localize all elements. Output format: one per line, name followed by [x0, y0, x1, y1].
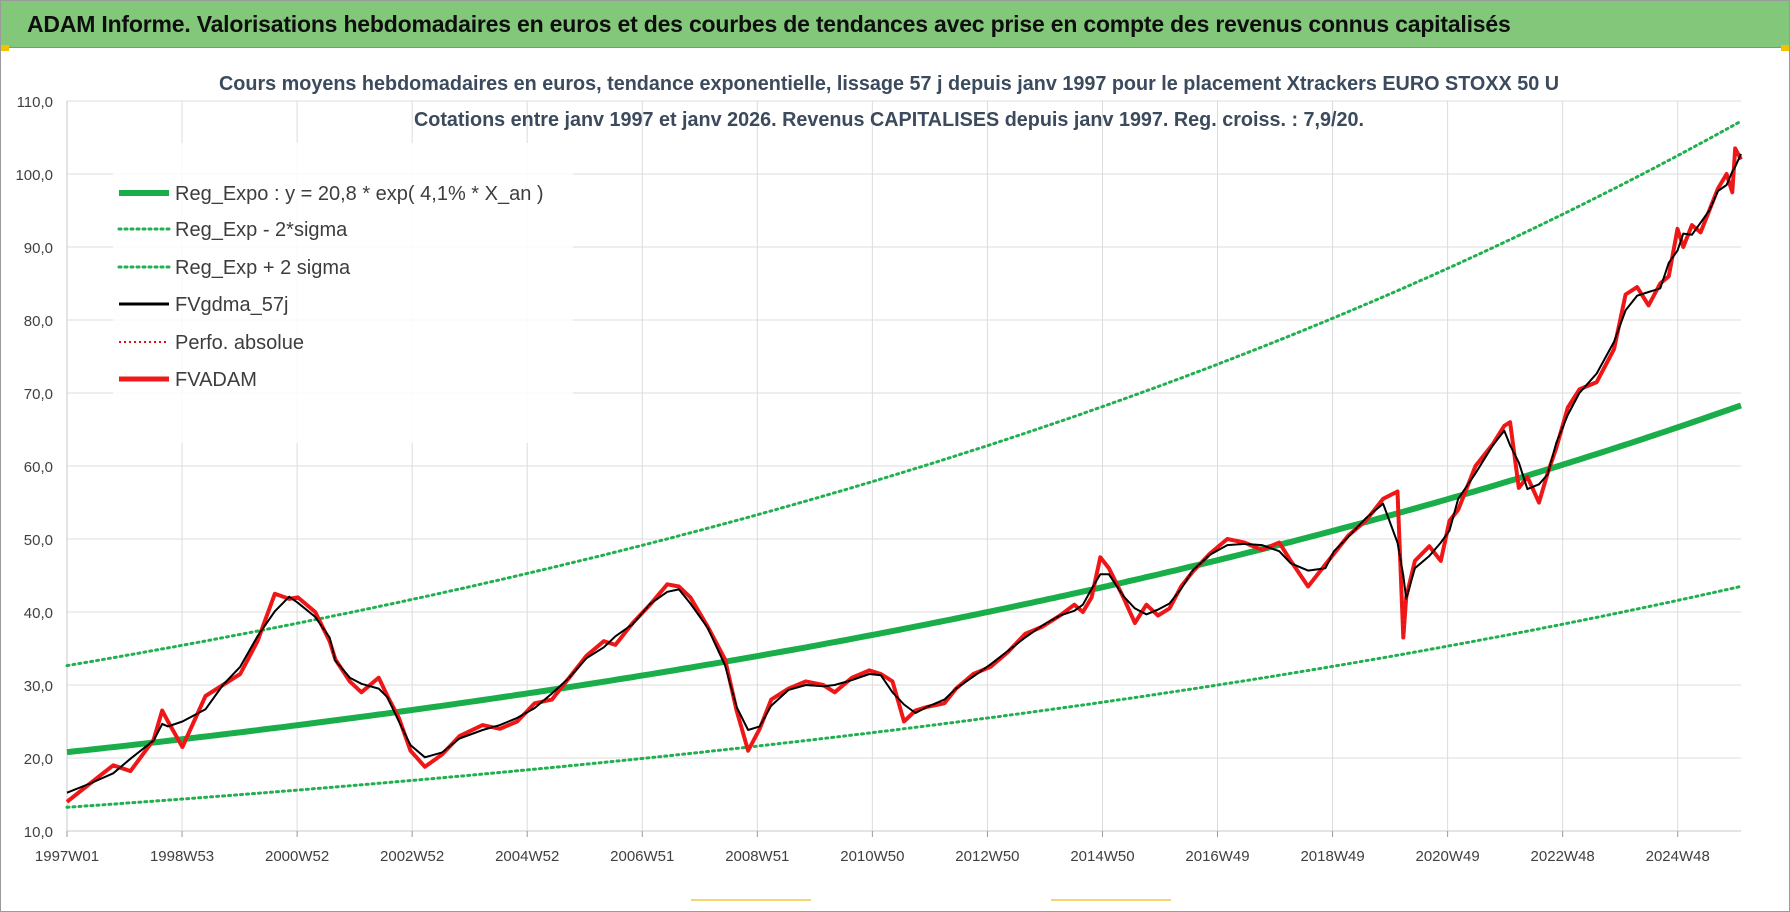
x-tick-label: 2018W49 — [1300, 848, 1364, 865]
series-line-reg-plus-2-sigma — [65, 119, 1743, 668]
x-tick-label: 2006W51 — [610, 848, 674, 865]
y-tick-label: 100,0 — [15, 167, 53, 184]
x-tick-label: 2002W52 — [380, 848, 444, 865]
x-tick-label: 2020W49 — [1416, 848, 1480, 865]
legend-label-plus-sigma: Reg_Exp + 2 sigma — [175, 257, 351, 279]
series-line-fvgdma-57j — [66, 153, 1742, 794]
x-tick-label: 2004W52 — [495, 848, 559, 865]
legend-label-perfo: Perfo. absolue — [175, 332, 304, 354]
corner-marker — [1, 45, 9, 51]
y-tick-label: 60,0 — [24, 459, 53, 476]
x-tick-label: 2022W48 — [1531, 848, 1595, 865]
x-tick-label: 2012W50 — [955, 848, 1019, 865]
y-tick-label: 10,0 — [24, 824, 53, 841]
series-line-reg-minus-2-sigma — [65, 584, 1743, 809]
report-title: ADAM Informe. Valorisations hebdomadaire… — [27, 11, 1511, 37]
legend-label-minus-sigma: Reg_Exp - 2*sigma — [175, 219, 348, 241]
x-tick-label: 2024W48 — [1646, 848, 1710, 865]
bottom-marker — [691, 899, 811, 901]
x-tick-label: 2014W50 — [1070, 848, 1134, 865]
legend-background — [113, 143, 573, 443]
y-tick-label: 90,0 — [24, 240, 53, 257]
legend-label-fvgdma: FVgdma_57j — [175, 294, 288, 316]
series-line-reg-expo — [66, 402, 1742, 756]
y-tick-label: 50,0 — [24, 532, 53, 549]
x-tick-label: 2010W50 — [840, 848, 904, 865]
chart-title-line-2: Cotations entre janv 1997 et janv 2026. … — [414, 109, 1364, 131]
y-axis-ticks: 10,0 20,0 30,0 40,0 50,0 60,0 70,0 80,0 90,0 100,… — [15, 94, 53, 841]
chart-title-line-1: Cours moyens hebdomadaires en euros, ten… — [219, 73, 1559, 95]
x-tick-label: 2016W49 — [1185, 848, 1249, 865]
y-tick-label: 70,0 — [24, 386, 53, 403]
x-tick-label: 2008W51 — [725, 848, 789, 865]
y-tick-label: 30,0 — [24, 678, 53, 695]
y-tick-label: 110,0 — [17, 94, 53, 111]
series-layer — [65, 119, 1743, 809]
x-tick-label: 1998W53 — [150, 848, 214, 865]
legend-label-fvadam: FVADAM — [175, 369, 257, 391]
y-tick-label: 80,0 — [24, 313, 53, 330]
y-tick-label: 40,0 — [24, 605, 53, 622]
bottom-marker — [1051, 899, 1171, 901]
trend-chart: 10,0 20,0 30,0 40,0 50,0 60,0 70,0 80,0 90,0 100,… — [15, 73, 1743, 865]
corner-marker — [1781, 45, 1789, 51]
y-tick-label: 20,0 — [24, 751, 53, 768]
x-tick-label: 1997W01 — [35, 848, 99, 865]
x-axis-ticks: 1997W01 1998W53 2000W52 2002W52 2004W52 2006W… — [35, 831, 1710, 865]
chart-legend: Reg_Expo : y = 20,8 * exp( 4,1% * X_an )… — [113, 143, 573, 443]
x-tick-label: 2000W52 — [265, 848, 329, 865]
legend-label-reg-expo: Reg_Expo : y = 20,8 * exp( 4,1% * X_an ) — [175, 183, 544, 205]
report-banner: ADAM Informe. Valorisations hebdomadaire… — [1, 1, 1789, 48]
